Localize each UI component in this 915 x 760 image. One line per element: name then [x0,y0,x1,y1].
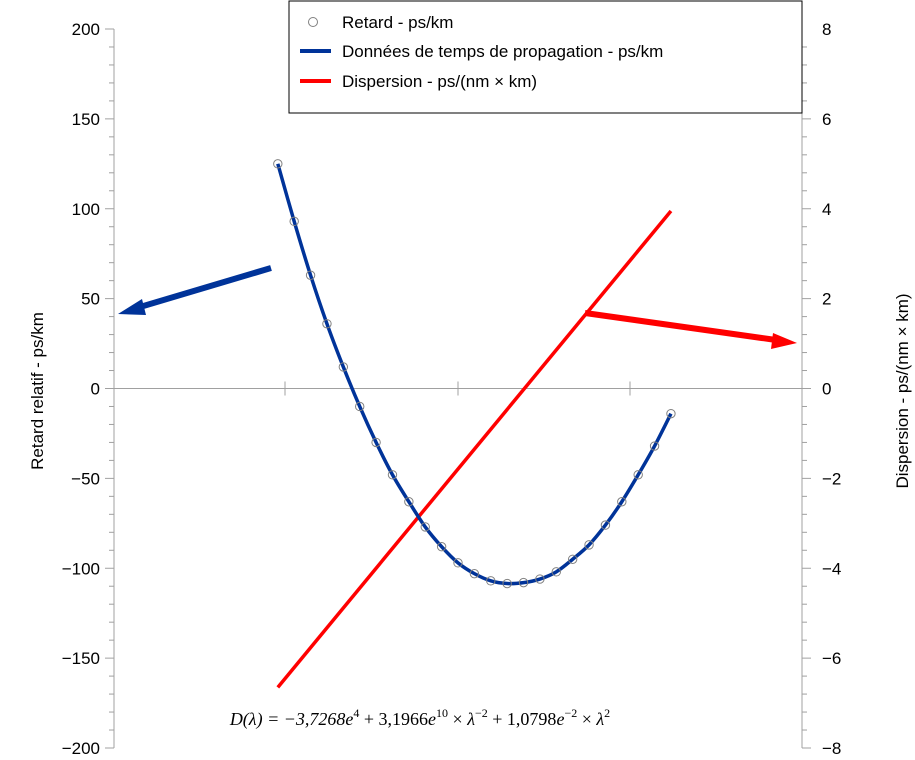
left-tick-label: −50 [71,469,100,488]
right-tick-label: −8 [822,739,841,758]
right-tick-label: 6 [822,110,831,129]
blue-arrow-shaft [139,265,272,310]
data-point [338,362,349,372]
series-dispersion-line [276,209,673,689]
data-point [355,401,365,412]
arrows [118,265,797,349]
right-tick-label: −6 [822,649,841,668]
data-point [551,567,561,577]
blue-arrow-head [118,299,146,315]
data-point [371,437,381,448]
right-tick-label: 8 [822,20,831,39]
data-point [453,558,463,568]
data-point [404,497,414,507]
data-point [518,577,529,588]
legend-label-retard: Retard - ps/km [342,13,453,32]
dispersion-formula: D(λ) = −3,7268e4 + 3,1966e10 × λ−2 + 1,0… [229,706,610,730]
right-tick-label: 4 [822,200,831,219]
data-point [305,270,316,280]
data-point [273,159,283,169]
right-tick-label: −2 [822,469,841,488]
data-point [535,574,545,584]
data-point [502,578,512,589]
left-axis-title: Retard relatif - ps/km [28,312,47,470]
legend-label-propagation: Données de temps de propagation - ps/km [342,42,663,61]
legend-box [288,0,803,114]
legend-label-dispersion: Dispersion - ps/(nm × km) [342,72,537,91]
series-propagation-line [276,163,673,586]
data-point [289,216,299,227]
data-point [436,541,447,552]
data-point [486,576,496,586]
data-point [617,497,627,507]
legend-marker-retard [308,17,318,27]
right-tick-label: −4 [822,559,841,578]
right-tick-label: 0 [822,380,831,399]
data-point [666,408,676,419]
legend: Retard - ps/km Données de temps de propag… [288,0,803,114]
series-layer [273,159,676,689]
left-tick-label: −150 [62,649,100,668]
data-point [649,441,660,451]
right-tick-label: 2 [822,290,831,309]
data-point [600,520,611,530]
data-point [469,568,480,579]
left-tick-label: 50 [81,290,100,309]
left-tick-label: 150 [72,110,100,129]
data-point [584,540,594,550]
data-point [322,319,332,329]
left-tick-label: −200 [62,739,100,758]
red-arrow-head [771,333,797,349]
left-tick-label: 100 [72,200,100,219]
red-arrow-shaft [584,310,777,343]
left-tick-label: 200 [72,20,100,39]
data-point [420,522,430,532]
data-point [567,554,578,564]
data-point [387,470,398,480]
data-point [633,470,643,480]
axes: 200 150 100 50 0 −50 −100 −150 −200 8 6 4 2 0 −2 −4 −6 −8 [62,20,842,758]
right-axis-title: Dispersion - ps/(nm × km) [893,293,912,488]
left-tick-label: −100 [62,559,100,578]
left-tick-label: 0 [91,380,100,399]
